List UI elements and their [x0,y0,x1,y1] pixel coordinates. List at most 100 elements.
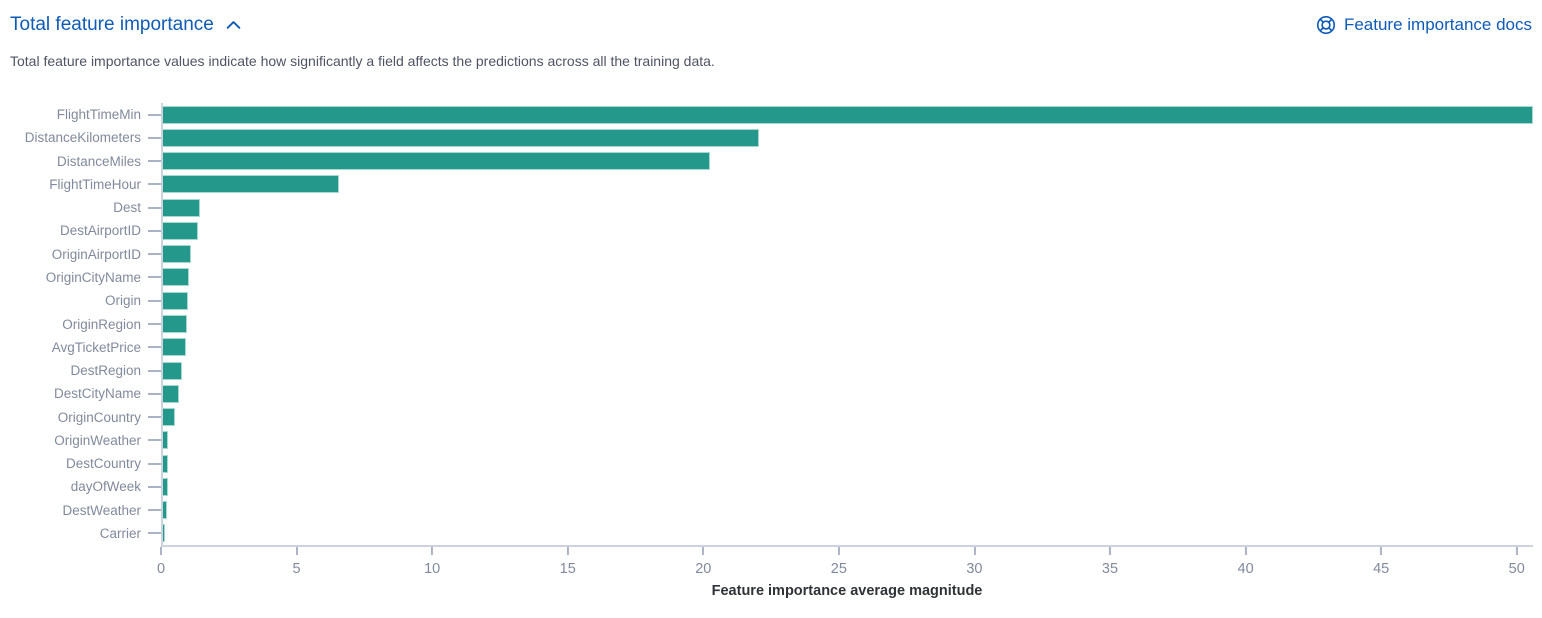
x-axis-tick: 30 [966,547,983,577]
y-axis-tick [148,346,161,349]
x-tick-mark [1515,547,1518,555]
x-axis-tick: 0 [157,547,165,577]
chart-bar-row: FlightTimeHour [0,172,1533,197]
bar-Carrier[interactable] [163,524,165,543]
chart-bar-row: FlightTimeMin [0,103,1533,127]
chart-bar-row: DestCityName [0,382,1533,406]
y-axis-tick [148,439,161,442]
x-tick-label: 5 [292,561,301,577]
total-feature-importance-accordion-toggle[interactable]: Total feature importance [10,14,242,36]
x-tick-label: 15 [559,561,576,577]
bar-OriginRegion[interactable] [163,315,187,334]
plot-area [161,405,1533,429]
plot-area [161,103,1533,127]
y-axis-tick [148,299,161,302]
bar-Origin[interactable] [163,291,188,310]
x-tick-mark [566,547,569,555]
plot-area [161,428,1533,452]
y-axis-label: FlightTimeMin [56,107,141,123]
plot-area [161,358,1533,383]
x-axis-tick: 5 [293,547,301,577]
x-axis-tick: 45 [1373,547,1389,577]
y-axis-label: Dest [113,200,141,216]
y-axis-tick [148,462,161,465]
y-axis-tick [148,229,161,232]
x-tick-mark [1380,547,1383,555]
chart-bar-row: OriginWeather [0,428,1533,452]
bar-DestWeather[interactable] [163,501,168,520]
x-tick-label: 50 [1508,561,1525,577]
docs-link-label: Feature importance docs [1343,15,1532,34]
x-tick-label: 40 [1237,561,1254,577]
plot-area [161,149,1533,173]
bar-OriginCountry[interactable] [163,408,175,427]
y-axis-label: OriginCountry [57,409,141,425]
bar-AvgTicketPrice[interactable] [163,338,186,357]
chart-bar-row: OriginRegion [0,312,1533,336]
chart-bar-row: DestCountry [0,451,1533,476]
chart-bar-row: OriginCountry [0,405,1533,429]
bar-DestCityName[interactable] [163,384,180,403]
chart-bar-row: AvgTicketPrice [0,335,1533,359]
bar-DestAirportID[interactable] [163,221,199,240]
bar-OriginAirportID[interactable] [163,245,192,264]
x-tick-label: 45 [1373,561,1390,577]
y-axis-tick [148,369,161,372]
x-tick-mark [837,547,840,555]
x-tick-mark [702,547,705,555]
y-axis-tick [148,160,161,163]
y-axis-tick [148,416,161,419]
y-axis-label: DestCityName [53,386,141,402]
feature-importance-docs-link[interactable]: Feature importance docs [1316,15,1532,35]
bar-dayOfWeek[interactable] [163,477,168,496]
x-axis-tick: 20 [695,547,711,577]
plot-area [161,196,1533,220]
x-axis-tick: 10 [424,547,440,577]
y-axis-label: FlightTimeHour [49,176,141,192]
y-axis-label: Carrier [99,525,141,541]
chart-bar-row: DestWeather [0,498,1533,522]
chevron-up-icon [225,17,242,34]
x-tick-label: 10 [424,561,441,577]
bar-OriginCityName[interactable] [163,268,189,287]
bar-DestCountry[interactable] [163,454,168,473]
chart-rows: FlightTimeMin DistanceKilometers DistanceM… [0,103,1533,546]
x-axis-tick: 50 [1509,547,1525,577]
plot-area [161,475,1533,499]
plot-area [161,521,1533,546]
bar-OriginWeather[interactable] [163,431,169,450]
x-axis-tick: 40 [1238,547,1254,577]
plot-area [161,126,1533,150]
y-axis-label: dayOfWeek [70,479,141,495]
feature-importance-chart: FlightTimeMin DistanceKilometers DistanceM… [0,103,1542,599]
x-axis-tick: 35 [1102,547,1118,577]
x-tick-label: 20 [695,561,712,577]
bar-FlightTimeMin[interactable] [163,105,1533,124]
chart-bar-row: dayOfWeek [0,475,1533,499]
bar-FlightTimeHour[interactable] [163,175,339,194]
plot-area [161,498,1533,522]
help-life-ring-icon [1316,15,1336,35]
y-axis-tick [148,509,161,512]
y-axis-tick [148,532,161,535]
bar-DistanceKilometers[interactable] [163,128,759,147]
bar-DistanceMiles[interactable] [163,152,710,171]
y-axis-label: DestCountry [65,456,141,472]
x-tick-mark [1108,547,1111,555]
plot-area [161,242,1533,266]
y-axis-tick [148,183,161,186]
x-tick-mark [1244,547,1247,555]
x-tick-label: 25 [830,561,847,577]
bar-DestRegion[interactable] [163,361,183,380]
y-axis-label: OriginCityName [45,269,141,285]
plot-area [161,335,1533,359]
y-axis-label: Origin [104,293,141,309]
y-axis-label: DistanceMiles [56,153,141,169]
y-axis-label: DestRegion [70,363,141,379]
chart-bar-row: DistanceKilometers [0,126,1533,150]
bar-Dest[interactable] [163,198,200,217]
y-axis-label: OriginWeather [54,432,141,448]
x-axis: 0 5 10 15 20 25 30 35 40 45 50 [157,545,1533,579]
chart-bar-row: OriginCityName [0,265,1533,290]
chart-bar-row: DestAirportID [0,219,1533,243]
